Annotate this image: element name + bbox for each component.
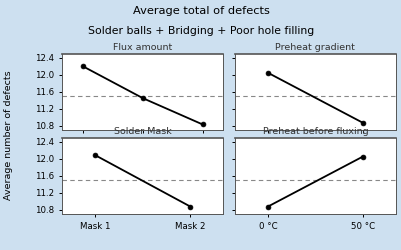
- Title: Preheat gradient: Preheat gradient: [275, 43, 354, 52]
- Text: Average total of defects: Average total of defects: [132, 6, 269, 16]
- Text: Average number of defects: Average number of defects: [4, 70, 13, 200]
- Title: Flux amount: Flux amount: [113, 43, 172, 52]
- Title: Preheat before fluxing: Preheat before fluxing: [262, 127, 367, 136]
- Title: Solder Mask: Solder Mask: [114, 127, 171, 136]
- Text: Solder balls + Bridging + Poor hole filling: Solder balls + Bridging + Poor hole fill…: [88, 26, 313, 36]
